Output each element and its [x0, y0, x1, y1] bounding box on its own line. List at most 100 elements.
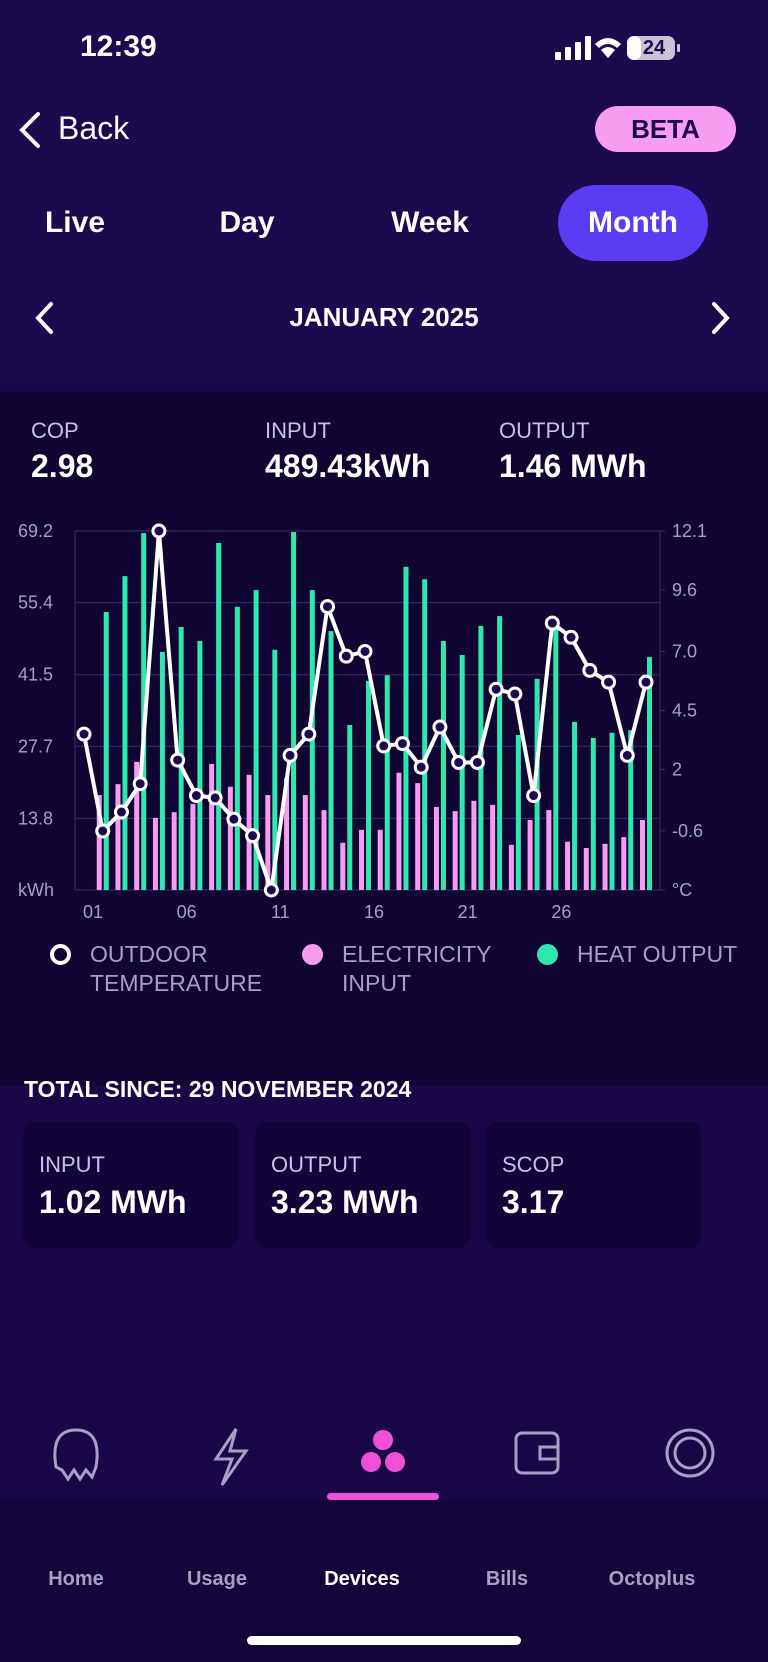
- point: [394, 736, 410, 752]
- nav-item[interactable]: Usage: [186, 1568, 248, 1590]
- bar: [565, 841, 571, 890]
- point: [413, 759, 429, 775]
- bar: [234, 606, 240, 890]
- back-icon[interactable]: [14, 110, 44, 150]
- battery-level: 24: [642, 37, 666, 59]
- bar: [122, 576, 128, 890]
- bar: [515, 734, 521, 890]
- active-indicator: [327, 1493, 439, 1500]
- point: [432, 719, 448, 735]
- bar: [508, 844, 514, 890]
- y2-tick-label: 7.0: [672, 641, 697, 661]
- legend-marker: [50, 944, 71, 965]
- point: [619, 747, 635, 763]
- bar: [422, 579, 428, 890]
- bar: [527, 819, 533, 890]
- x-tick-label: 26: [551, 902, 571, 922]
- card-value: 3.17: [502, 1184, 565, 1220]
- bar: [396, 772, 402, 890]
- card: SCOP 3.17: [486, 1122, 701, 1248]
- stat-label: COP: [31, 418, 79, 443]
- status-time: 12:39: [80, 30, 157, 63]
- point: [151, 523, 167, 539]
- line: [82, 529, 648, 892]
- bar: [152, 817, 158, 890]
- tab[interactable]: Week: [391, 206, 469, 239]
- point: [357, 643, 373, 659]
- card-label: OUTPUT: [271, 1152, 362, 1177]
- home-indicator: [247, 1636, 521, 1645]
- point: [282, 747, 298, 763]
- stat-value: 2.98: [31, 448, 94, 484]
- bar: [291, 532, 297, 890]
- nav-item[interactable]: Devices: [324, 1568, 400, 1590]
- bar: [253, 590, 259, 890]
- prev-period[interactable]: [32, 300, 57, 336]
- bar: [216, 542, 222, 890]
- nav-item[interactable]: Bills: [485, 1568, 529, 1590]
- point: [488, 681, 504, 697]
- bar: [328, 631, 334, 890]
- bar: [609, 732, 615, 890]
- bar: [384, 675, 390, 890]
- bar: [190, 803, 196, 890]
- bar: [197, 640, 203, 890]
- bar: [265, 795, 271, 890]
- bar: [302, 795, 308, 890]
- point: [582, 662, 598, 678]
- bar: [284, 777, 290, 890]
- beta-badge[interactable]: BETA: [595, 106, 736, 152]
- bar: [209, 763, 215, 890]
- bar: [497, 616, 503, 890]
- card-label: INPUT: [39, 1152, 105, 1177]
- y2-tick-label: 2: [672, 760, 682, 780]
- next-period[interactable]: [708, 300, 733, 336]
- bar: [415, 783, 421, 890]
- y2-tick-label: -0.6: [672, 821, 703, 841]
- tab[interactable]: Live: [44, 206, 106, 239]
- bar: [590, 737, 596, 890]
- bar: [321, 810, 327, 890]
- nav-item[interactable]: Octoplus: [608, 1568, 696, 1590]
- bar: [534, 678, 540, 890]
- x-tick-label: 21: [458, 902, 478, 922]
- point: [320, 599, 336, 615]
- point: [563, 629, 579, 645]
- point: [601, 674, 617, 690]
- point: [451, 754, 467, 770]
- y2-tick-label: 4.5: [672, 701, 697, 721]
- bar: [359, 829, 364, 890]
- x-tick-label: 06: [177, 902, 197, 922]
- tab[interactable]: Month: [558, 185, 708, 261]
- nav-item[interactable]: Home: [48, 1568, 104, 1590]
- bar: [640, 819, 645, 890]
- bar: [96, 795, 102, 890]
- x-tick-label: 01: [83, 902, 103, 922]
- bar: [347, 725, 353, 890]
- legend-label: ELECTRICITY INPUT: [342, 941, 492, 996]
- bar: [227, 786, 233, 890]
- status-icons: [555, 36, 680, 60]
- point: [301, 726, 317, 742]
- point: [338, 648, 354, 664]
- card-value: 1.02 MWh: [39, 1184, 187, 1220]
- point: [95, 823, 111, 839]
- totals-title: TOTAL SINCE: 29 NOVEMBER 2024: [24, 1076, 412, 1102]
- y-tick-label: kWh: [18, 880, 54, 900]
- y2-tick-label: 12.1: [672, 521, 707, 541]
- stat-value: 489.43kWh: [265, 448, 431, 484]
- bar: [403, 566, 409, 890]
- bar: [272, 649, 278, 890]
- bar: [602, 843, 608, 890]
- bar: [159, 651, 165, 890]
- bar: [647, 657, 652, 890]
- bar: [134, 761, 140, 890]
- tab[interactable]: Day: [219, 206, 275, 239]
- card-label: SCOP: [502, 1152, 565, 1177]
- card-value: 3.23 MWh: [271, 1184, 419, 1220]
- stat-label: OUTPUT: [499, 418, 590, 443]
- bar: [377, 829, 383, 890]
- point: [526, 788, 542, 804]
- back-button[interactable]: Back: [58, 110, 130, 146]
